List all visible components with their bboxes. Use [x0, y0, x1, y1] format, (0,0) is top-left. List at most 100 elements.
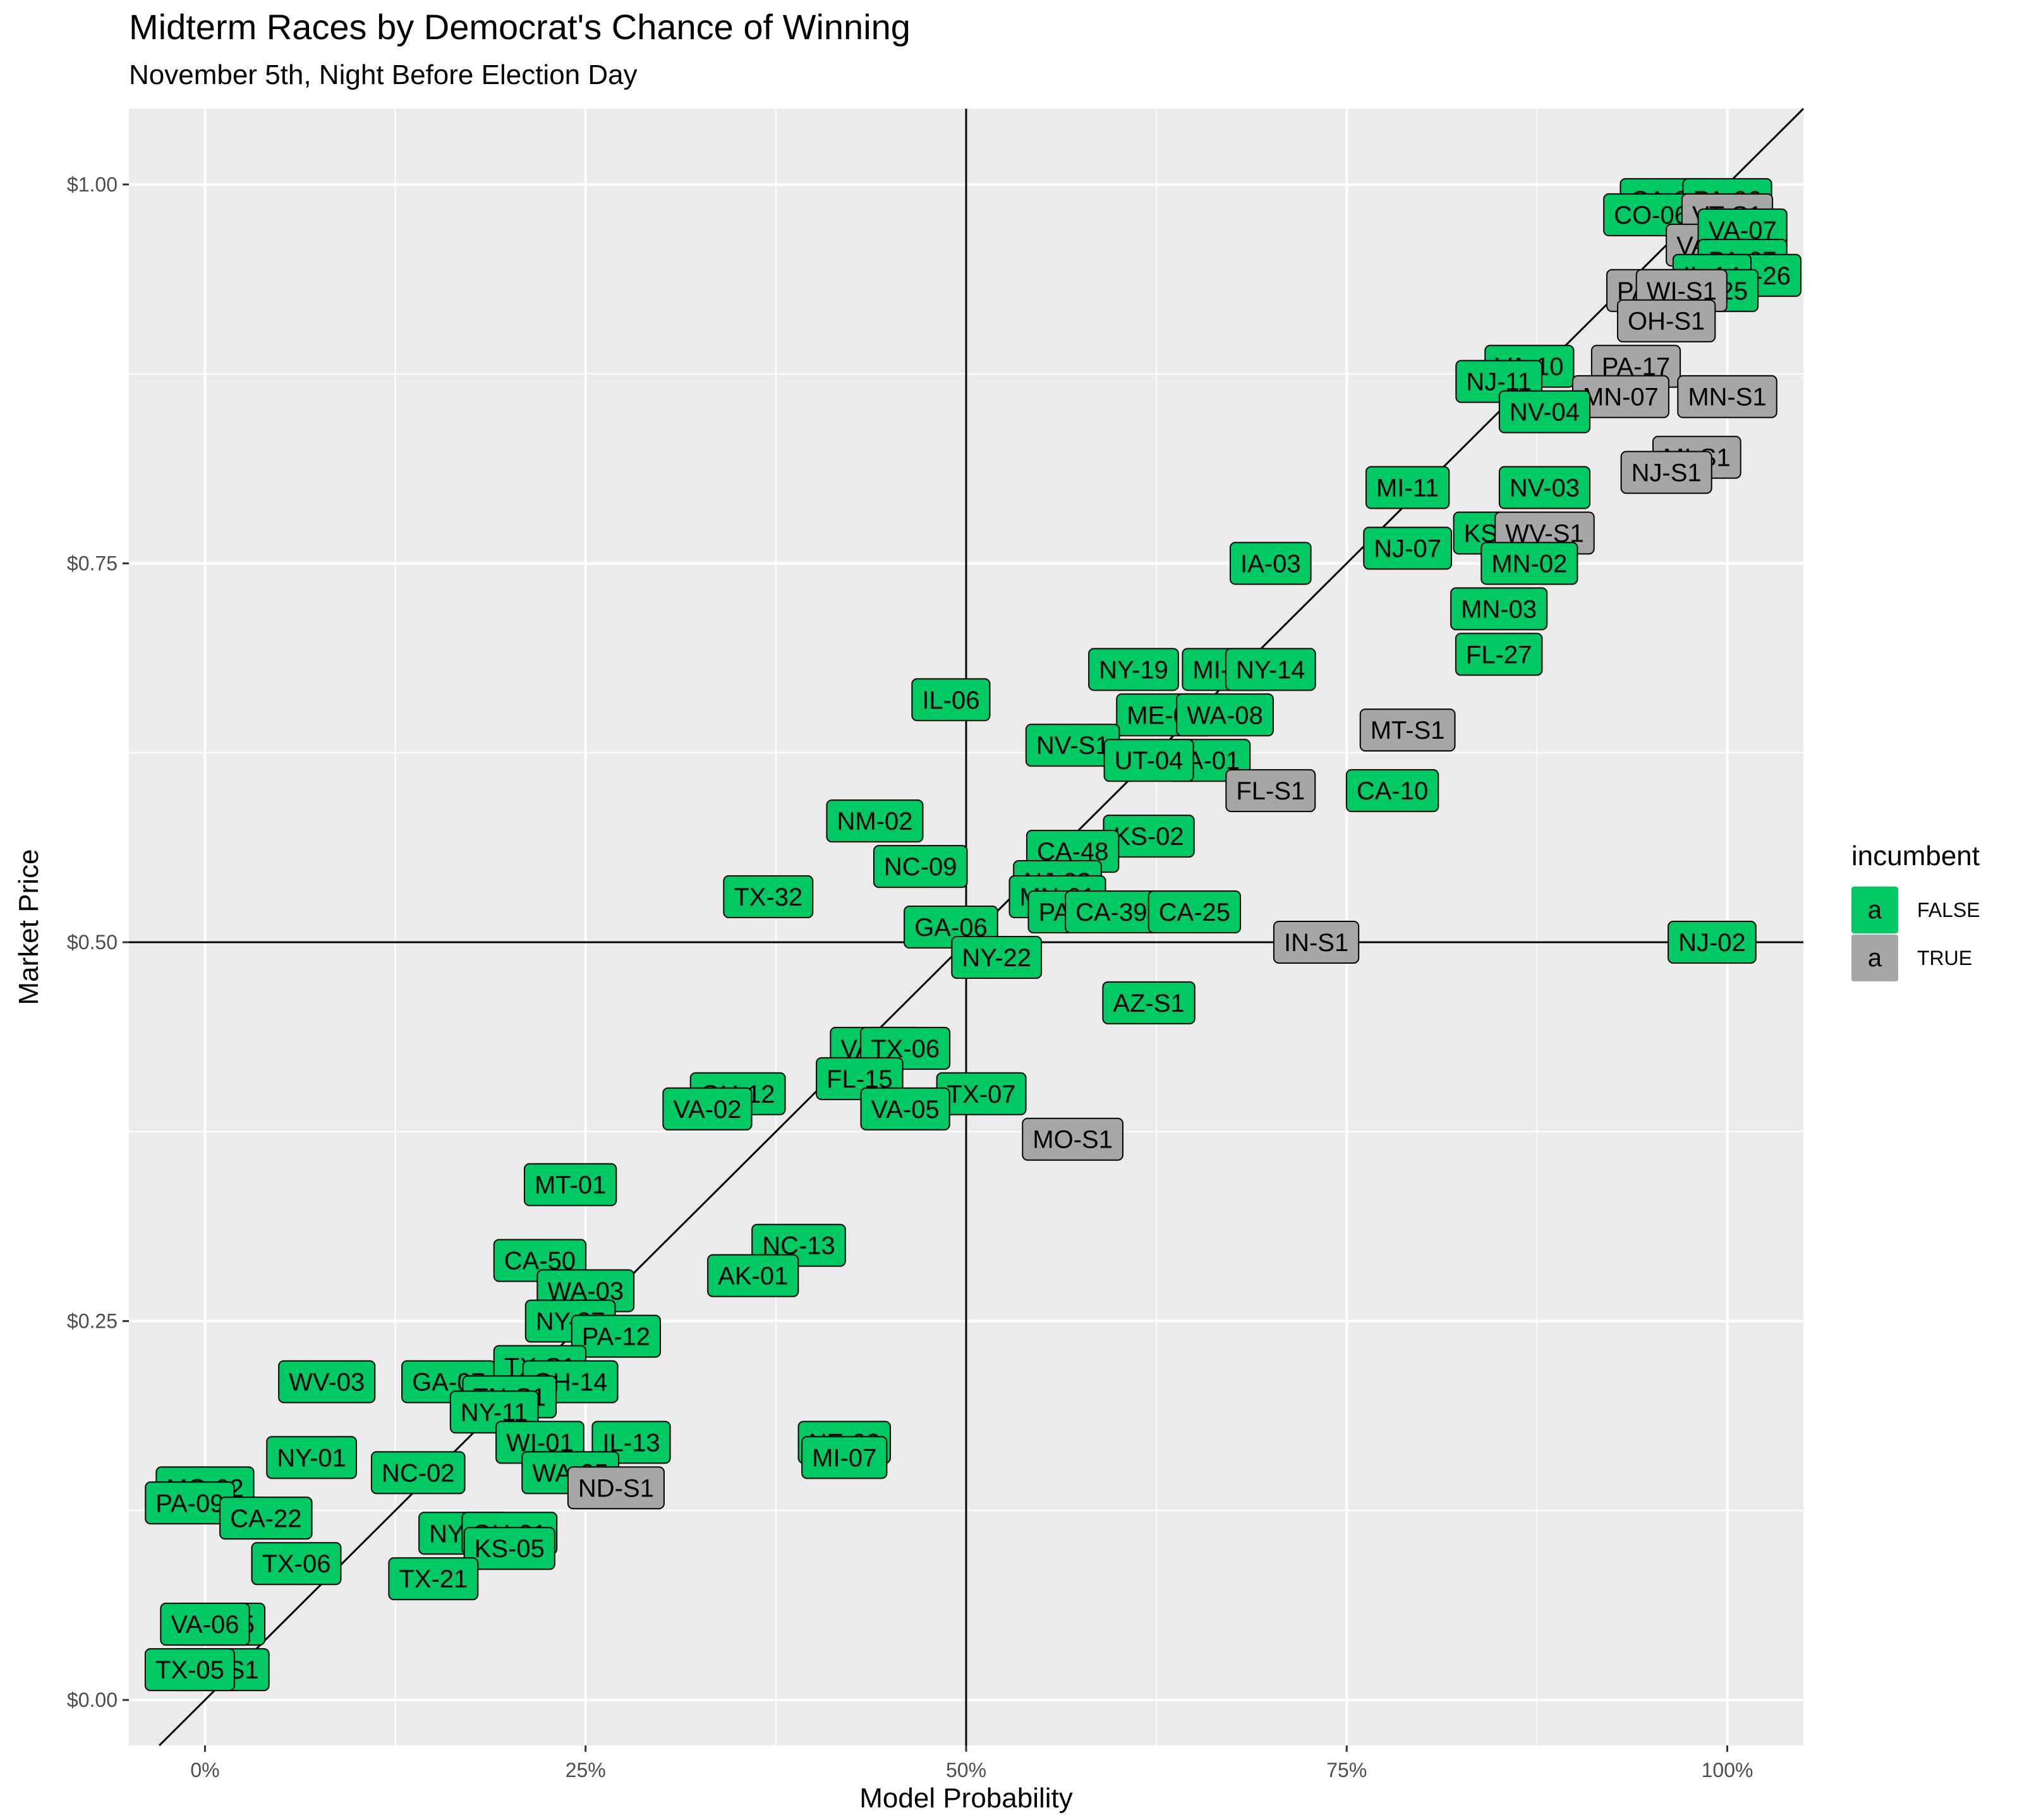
race-label-box [388, 1557, 479, 1601]
race-label-tx-07[interactable]: TX-07 [936, 1072, 1027, 1115]
race-label-box [523, 1163, 617, 1206]
legend-title: incumbent [1851, 840, 1980, 871]
y-tick-label: $0.75 [67, 552, 118, 574]
x-tick-label: 50% [946, 1759, 986, 1781]
race-label-mo-s1[interactable]: MO-S1 [1022, 1117, 1123, 1161]
race-label-box [251, 1542, 342, 1586]
x-tick-label: 25% [566, 1759, 606, 1781]
race-label-text: WA-08 [1187, 701, 1263, 729]
race-label-mn-s1[interactable]: MN-S1 [1677, 375, 1777, 418]
race-label-mi-11[interactable]: MI-11 [1365, 466, 1450, 509]
race-label-va-02[interactable]: VA-02 [662, 1087, 753, 1131]
race-label-text: TX-21 [399, 1565, 468, 1593]
race-label-nj-07[interactable]: NJ-07 [1363, 526, 1452, 570]
x-tick-label: 75% [1326, 1759, 1367, 1781]
race-label-fl-27[interactable]: FL-27 [1455, 633, 1543, 676]
race-label-nj-s1[interactable]: NJ-S1 [1620, 451, 1712, 494]
race-label-box [370, 1451, 466, 1495]
y-axis-title: Market Price [13, 849, 44, 1005]
race-label-text: MI-11 [1376, 475, 1439, 502]
race-label-text: NY-19 [1099, 656, 1168, 684]
race-label-ca-10[interactable]: CA-10 [1345, 769, 1439, 813]
y-tick-label: $0.25 [67, 1310, 118, 1333]
race-label-in-s1[interactable]: IN-S1 [1273, 920, 1360, 964]
race-label-nd-s1[interactable]: ND-S1 [567, 1466, 665, 1510]
race-label-nm-02[interactable]: NM-02 [826, 799, 924, 843]
race-label-nc-02[interactable]: NC-02 [370, 1451, 466, 1495]
race-label-wa-08[interactable]: WA-08 [1176, 693, 1274, 737]
race-label-il-06[interactable]: IL-06 [911, 678, 991, 722]
race-label-ca-39b[interactable]: CA-39b [1065, 890, 1172, 934]
legend-label-false: FALSE [1917, 898, 1980, 921]
race-label-box [1022, 1117, 1123, 1161]
race-label-text: TX-05 [155, 1656, 224, 1684]
race-label-tx-06[interactable]: TX-06 [251, 1542, 342, 1586]
race-label-text: NM-02 [837, 808, 912, 835]
race-label-ny-14[interactable]: NY-14 [1225, 648, 1316, 691]
race-label-box [1668, 920, 1757, 964]
race-label-ny-22[interactable]: NY-22 [951, 935, 1043, 979]
race-label-box [266, 1436, 357, 1479]
race-label-mt-01[interactable]: MT-01 [523, 1163, 617, 1206]
race-label-box [707, 1254, 799, 1297]
race-label-ks-05[interactable]: KS-05 [463, 1527, 555, 1570]
race-label-tx-05[interactable]: TX-05 [144, 1648, 235, 1692]
race-label-nv-03[interactable]: NV-03 [1498, 466, 1591, 509]
race-label-box [1498, 390, 1591, 434]
race-label-text: NJ-02 [1678, 929, 1746, 957]
race-label-box [1450, 587, 1548, 631]
race-label-text: VA-06 [171, 1611, 239, 1639]
legend-key-false: a [1851, 887, 1898, 933]
race-label-box [911, 678, 991, 722]
race-label-tx-21[interactable]: TX-21 [388, 1557, 479, 1601]
race-label-mn-02[interactable]: MN-02 [1480, 542, 1578, 585]
race-label-oh-s1[interactable]: OH-S1 [1617, 299, 1716, 343]
race-label-nv-04[interactable]: NV-04 [1498, 390, 1591, 434]
race-label-box [1617, 299, 1716, 343]
race-label-box [723, 875, 814, 919]
race-label-box [1359, 708, 1456, 752]
race-label-tx-32[interactable]: TX-32 [723, 875, 814, 919]
race-label-ks-02[interactable]: KS-02 [1103, 815, 1195, 858]
race-label-text: MN-07 [1583, 384, 1659, 411]
race-label-nv-s1[interactable]: NV-S1 [1025, 724, 1120, 767]
race-label-text: NV-03 [1510, 475, 1580, 502]
race-label-ny-01[interactable]: NY-01 [266, 1436, 357, 1479]
race-labels[interactable]: CA-39PA-06CO-06VT-S1VA-S1VA-07PA-07FL-26… [144, 178, 1801, 1692]
race-label-ut-04[interactable]: UT-04 [1103, 739, 1194, 782]
race-label-mn-03[interactable]: MN-03 [1450, 587, 1548, 631]
legend: incumbent a FALSE a TRUE [1851, 840, 1980, 982]
race-label-nj-02[interactable]: NJ-02 [1668, 920, 1757, 964]
race-label-text: UT-04 [1115, 747, 1184, 775]
race-label-text: PA-09 [155, 1489, 224, 1517]
race-label-ca-22[interactable]: CA-22 [219, 1496, 313, 1540]
race-label-fl-s1[interactable]: FL-S1 [1225, 769, 1316, 813]
race-label-box [873, 845, 968, 889]
race-label-ak-01[interactable]: AK-01 [707, 1254, 799, 1297]
race-label-pa-09[interactable]: PA-09 [145, 1481, 235, 1525]
race-label-ia-03[interactable]: IA-03 [1230, 542, 1312, 585]
race-label-pa-12[interactable]: PA-12 [571, 1314, 662, 1358]
race-label-mt-s1[interactable]: MT-S1 [1359, 708, 1456, 752]
race-label-text: CA-39b [1075, 899, 1161, 926]
race-label-mn-07[interactable]: MN-07 [1571, 375, 1669, 418]
race-label-text: TX-07 [947, 1081, 1016, 1108]
x-tick-label: 0% [190, 1759, 219, 1781]
race-label-az-s1[interactable]: AZ-S1 [1102, 981, 1196, 1024]
race-label-nc-09[interactable]: NC-09 [873, 845, 968, 889]
race-label-text: AK-01 [718, 1263, 788, 1290]
race-label-va-05[interactable]: VA-05 [860, 1087, 950, 1131]
race-label-box [1498, 466, 1591, 509]
race-label-box [662, 1087, 753, 1131]
race-label-text: WV-03 [289, 1368, 365, 1396]
race-label-va-06[interactable]: VA-06 [160, 1603, 250, 1646]
race-label-wv-03[interactable]: WV-03 [278, 1360, 376, 1404]
race-label-ca-25[interactable]: CA-25 [1147, 890, 1242, 934]
race-label-mi-07[interactable]: MI-07 [801, 1436, 888, 1479]
race-label-box [1230, 542, 1312, 585]
race-label-text: PA-12 [582, 1323, 650, 1351]
race-label-box [860, 1087, 950, 1131]
race-label-text: TX-06 [262, 1550, 331, 1578]
race-label-ny-19[interactable]: NY-19 [1088, 648, 1179, 691]
